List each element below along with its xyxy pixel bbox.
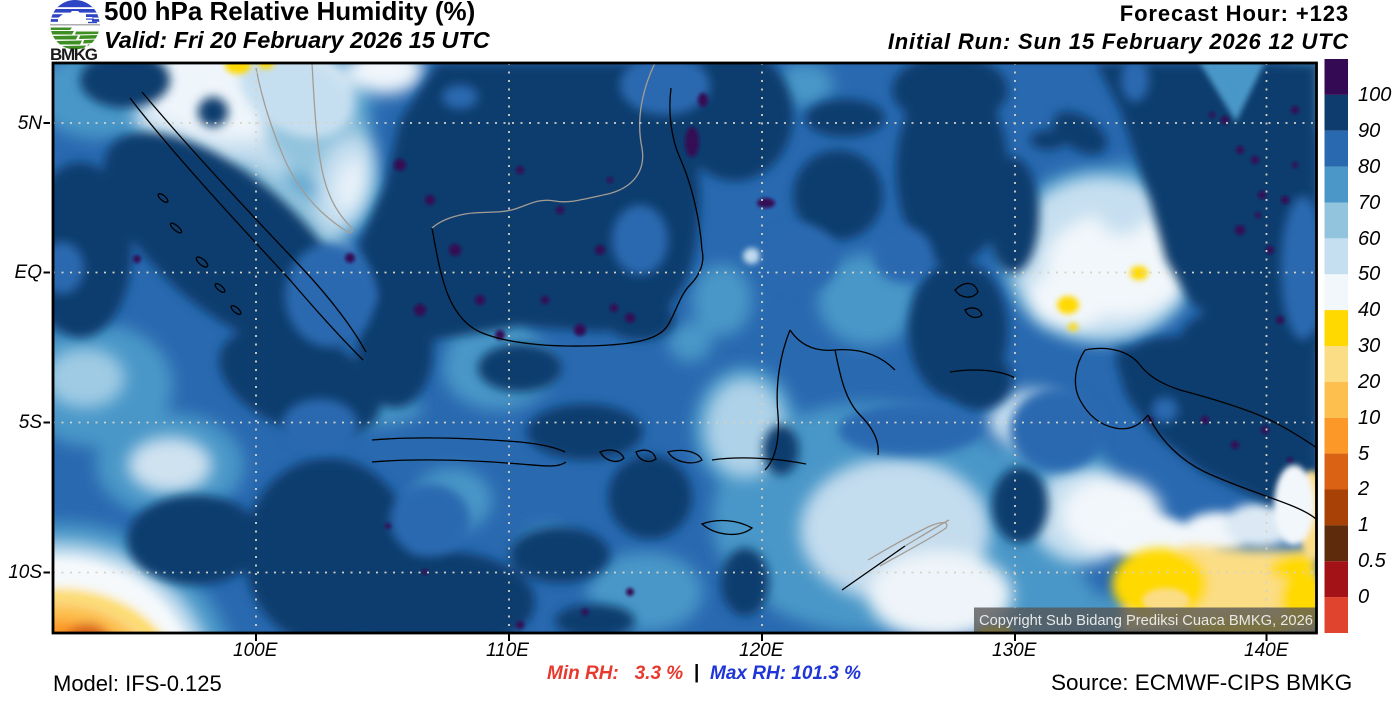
svg-text:BMKG: BMKG: [50, 45, 98, 62]
svg-text:Copyright Sub Bidang Prediksi: Copyright Sub Bidang Prediksi Cuaca BMKG…: [979, 613, 1313, 629]
